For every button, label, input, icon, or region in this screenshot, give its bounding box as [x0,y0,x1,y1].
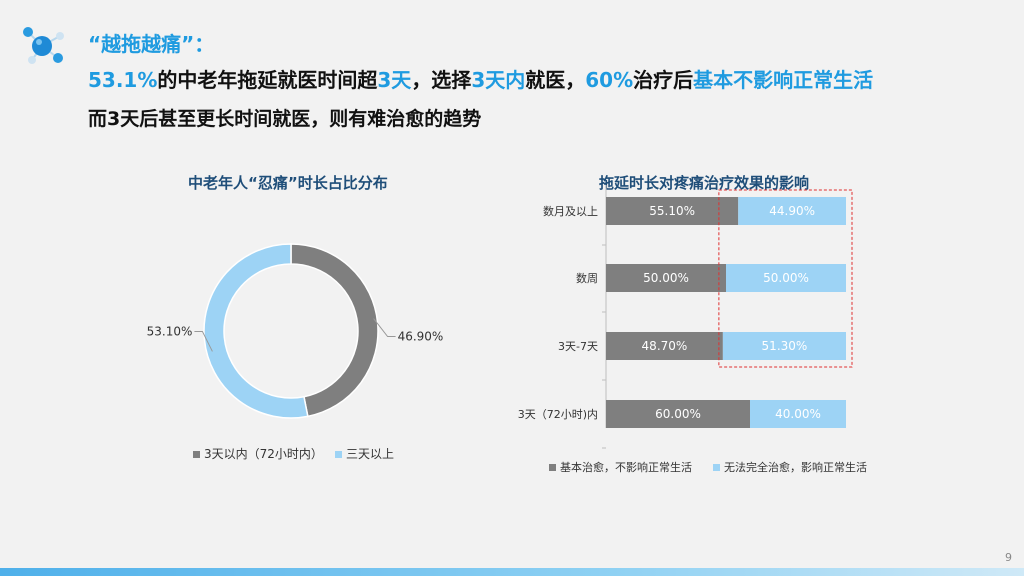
bar-value-label-2-1: 51.30% [762,339,808,353]
bar-value-label-1-1: 50.00% [763,271,809,285]
stat-53-percent: 53.1% [88,68,158,92]
stat-3-days: 3天 [377,68,412,92]
bar-value-label-3-1: 40.00% [775,407,821,421]
bar-segment-1-1 [726,264,846,292]
bar-segment-0-1 [738,197,846,225]
bar-category-label-1: 数周 [576,272,598,285]
bar-chart-title: 拖延时长对疼痛治疗效果的影响 [599,174,810,192]
heading-text: 就医， [525,68,586,92]
donut-legend-swatch-0 [193,451,200,458]
bar-legend-label-1: 无法完全治愈，影响正常生活 [724,460,867,474]
donut-legend-label-0: 3天以内（72小时内） [204,447,323,461]
bar-legend-swatch-1 [713,464,720,471]
donut-slice-1 [203,243,309,419]
bar-value-label-2-0: 48.70% [642,339,688,353]
bar-segment-3-1 [750,400,846,428]
heading-text: 治疗后 [633,68,694,92]
bar-category-label-0: 数月及以上 [543,205,598,218]
stat-no-impact: 基本不影响正常生活 [693,68,874,92]
donut-value-label-1: 53.10% [147,324,193,338]
bar-value-label-1-0: 50.00% [643,271,689,285]
bar-value-label-0-0: 55.10% [649,204,695,218]
heading-line-2: 而3天后甚至更长时间就医，则有难治愈的趋势 [88,108,482,130]
bar-category-label-2: 3天-7天 [558,340,598,353]
bar-value-label-0-1: 44.90% [769,204,815,218]
bar-segment-1-0 [606,264,726,292]
donut-value-label-0: 46.90% [398,330,444,344]
heading-line-1: 53.1%的中老年拖延就医时间超3天，选择3天内就医，60%治疗后基本不影响正常… [88,64,873,93]
bar-value-label-3-0: 60.00% [655,407,701,421]
molecule-logo-icon [23,27,64,64]
heading-text: ，选择 [411,68,472,92]
highlight-dashed-box [718,189,853,368]
heading-text: 的中老年拖延就医时间超 [157,68,378,92]
page-number: 9 [1005,551,1012,564]
bar-legend-swatch-0 [549,464,556,471]
stat-within-3-days: 3天内 [471,68,526,92]
footer-bar [0,568,1024,576]
bar-segment-3-0 [606,400,750,428]
donut-legend-swatch-1 [335,451,342,458]
stat-60-percent: 60% [585,68,634,92]
donut-legend-label-1: 三天以上 [346,447,394,461]
donut-leader-line-0 [373,318,396,338]
bar-segment-2-0 [606,332,723,360]
heading-title: “越拖越痛”： [88,32,215,56]
bar-legend-label-0: 基本治愈，不影响正常生活 [560,460,692,474]
bar-segment-2-1 [722,332,846,360]
bar-category-label-3: 3天（72小时)内 [518,407,598,421]
donut-chart-title: 中老年人“忍痛”时长占比分布 [188,174,388,192]
bar-segment-0-0 [606,197,739,225]
donut-slice-0 [290,243,379,418]
donut-leader-line-1 [194,330,213,352]
